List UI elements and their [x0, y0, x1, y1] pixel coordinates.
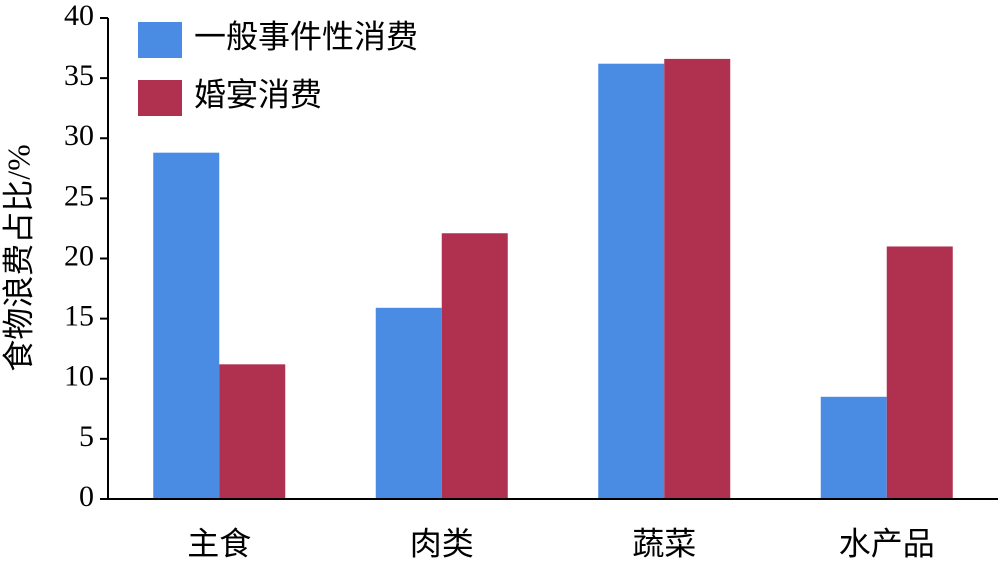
bar	[820, 396, 887, 499]
bar	[441, 233, 508, 499]
y-tick-label: 5	[79, 420, 94, 453]
x-tick-label: 水产品	[839, 525, 935, 561]
y-tick-label: 20	[64, 239, 94, 272]
y-tick-label: 35	[64, 59, 94, 92]
legend-label: 婚宴消费	[194, 76, 322, 112]
bar	[153, 152, 220, 499]
y-tick-label: 10	[64, 360, 94, 393]
x-tick-label: 蔬菜	[632, 525, 696, 561]
y-tick-label: 30	[64, 119, 94, 152]
y-tick-label: 0	[79, 480, 94, 513]
bar	[375, 307, 442, 499]
y-axis-label: 食物浪费占比/%	[0, 144, 36, 372]
legend-swatch	[138, 22, 182, 58]
y-tick-label: 40	[64, 0, 94, 32]
legend-swatch	[138, 80, 182, 116]
bar	[664, 58, 731, 499]
bar	[598, 63, 665, 499]
x-tick-label: 肉类	[410, 525, 474, 561]
y-tick-label: 15	[64, 300, 94, 333]
bar	[886, 246, 953, 499]
bar	[219, 364, 286, 499]
legend-label: 一般事件性消费	[194, 18, 418, 54]
x-tick-label: 主食	[187, 525, 251, 561]
y-tick-label: 25	[64, 179, 94, 212]
